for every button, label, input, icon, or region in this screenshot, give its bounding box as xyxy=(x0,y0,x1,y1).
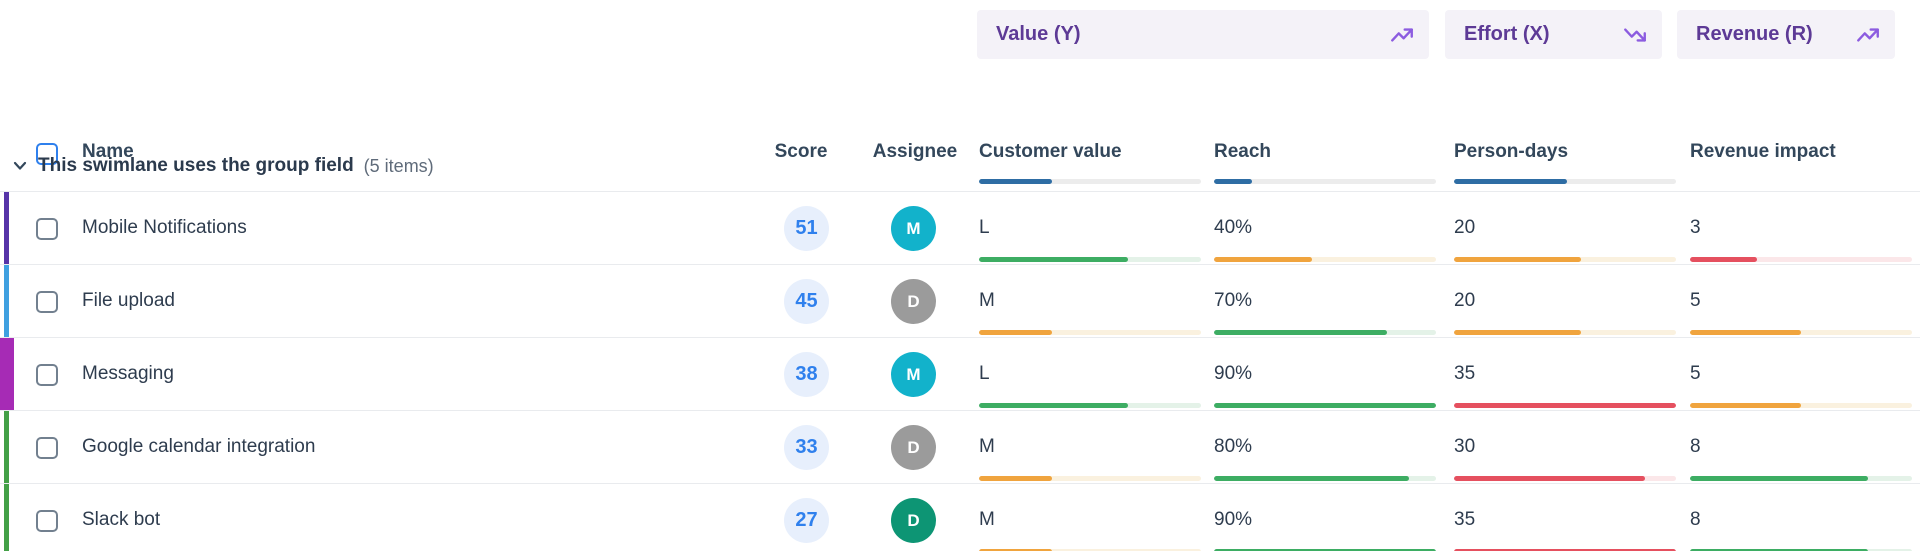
avatar[interactable]: D xyxy=(891,498,936,543)
value-bar xyxy=(1214,257,1436,262)
swimlane-header[interactable]: This swimlane uses the group field (5 it… xyxy=(0,141,1920,192)
column-header-customer-value[interactable]: Customer value xyxy=(979,141,1122,162)
avatar[interactable]: M xyxy=(891,206,936,251)
group-header-value-label: Value (Y) xyxy=(996,23,1081,45)
column-header-person-days[interactable]: Person-days xyxy=(1454,141,1569,162)
value-bar xyxy=(1690,257,1912,262)
row-checkbox[interactable] xyxy=(36,510,58,532)
value-bar xyxy=(979,549,1201,551)
value-bar xyxy=(979,476,1201,481)
table-row[interactable]: File upload 45 D M 70% 20 5 xyxy=(0,265,1920,338)
column-header-assignee[interactable]: Assignee xyxy=(872,141,958,162)
table-row[interactable]: Google calendar integration 33 D M 80% 3… xyxy=(0,411,1920,484)
header-weight-bar xyxy=(1214,179,1436,184)
table-row[interactable]: Slack bot 27 D M 90% 35 8 xyxy=(0,484,1920,551)
value-bar xyxy=(979,257,1201,262)
group-header-revenue[interactable]: Revenue (R) xyxy=(1677,10,1895,59)
avatar[interactable]: D xyxy=(891,279,936,324)
column-header-name[interactable]: Name xyxy=(82,141,134,162)
item-name[interactable]: Google calendar integration xyxy=(82,436,316,457)
value-bar xyxy=(1454,330,1676,335)
header-weight-bar xyxy=(1454,179,1676,184)
row-checkbox[interactable] xyxy=(36,291,58,313)
value-bar xyxy=(1454,257,1676,262)
select-all-checkbox[interactable] xyxy=(36,143,58,165)
person-days-cell[interactable]: 20 xyxy=(1454,290,1476,311)
value-bar xyxy=(1214,476,1436,481)
column-header-revenue-impact[interactable]: Revenue impact xyxy=(1690,141,1836,162)
customer-value-cell[interactable]: M xyxy=(979,436,995,457)
person-days-cell[interactable]: 20 xyxy=(1454,217,1476,238)
table-row[interactable]: Mobile Notifications 51 M L 40% 20 3 xyxy=(0,192,1920,265)
reach-cell[interactable]: 90% xyxy=(1214,509,1253,530)
reach-cell[interactable]: 40% xyxy=(1214,217,1253,238)
row-accent-bar xyxy=(4,411,9,483)
item-name[interactable]: File upload xyxy=(82,290,175,311)
person-days-cell[interactable]: 35 xyxy=(1454,363,1476,384)
trending-up-icon xyxy=(1857,27,1879,42)
header-weight-bar xyxy=(979,179,1201,184)
person-days-cell[interactable]: 35 xyxy=(1454,509,1476,530)
group-header-effort-label: Effort (X) xyxy=(1464,23,1550,45)
value-bar xyxy=(1690,403,1912,408)
trending-down-icon xyxy=(1624,27,1646,42)
swimlane-item-count: (5 items) xyxy=(363,155,434,176)
chevron-down-icon[interactable] xyxy=(10,156,30,176)
revenue-impact-cell[interactable]: 5 xyxy=(1690,290,1701,311)
customer-value-cell[interactable]: M xyxy=(979,509,995,530)
trending-up-icon xyxy=(1391,27,1413,42)
item-name[interactable]: Messaging xyxy=(82,363,174,384)
value-bar xyxy=(1214,403,1436,408)
reach-cell[interactable]: 80% xyxy=(1214,436,1253,457)
revenue-impact-cell[interactable]: 8 xyxy=(1690,509,1701,530)
score-badge[interactable]: 38 xyxy=(784,352,829,397)
table-row[interactable]: Messaging 38 M L 90% 35 5 xyxy=(0,338,1920,411)
score-badge[interactable]: 51 xyxy=(784,206,829,251)
row-accent-bar xyxy=(4,484,9,551)
swimlane-title: This swimlane uses the group field xyxy=(38,155,354,176)
group-header-effort[interactable]: Effort (X) xyxy=(1445,10,1662,59)
avatar[interactable]: M xyxy=(891,352,936,397)
value-bar xyxy=(1690,549,1912,551)
row-checkbox[interactable] xyxy=(36,437,58,459)
column-header-score[interactable]: Score xyxy=(774,141,828,162)
value-bar xyxy=(979,330,1201,335)
value-bar xyxy=(1690,330,1912,335)
score-badge[interactable]: 45 xyxy=(784,279,829,324)
item-name[interactable]: Slack bot xyxy=(82,509,161,530)
reach-cell[interactable]: 70% xyxy=(1214,290,1253,311)
avatar[interactable]: D xyxy=(891,425,936,470)
column-header-reach[interactable]: Reach xyxy=(1214,141,1272,162)
row-accent-bar xyxy=(0,338,14,410)
reach-cell[interactable]: 90% xyxy=(1214,363,1253,384)
group-header-revenue-label: Revenue (R) xyxy=(1696,23,1813,45)
value-bar xyxy=(1214,549,1436,551)
row-accent-bar xyxy=(4,192,9,264)
customer-value-cell[interactable]: M xyxy=(979,290,995,311)
customer-value-cell[interactable]: L xyxy=(979,363,990,384)
score-badge[interactable]: 33 xyxy=(784,425,829,470)
value-bar xyxy=(1454,476,1676,481)
row-checkbox[interactable] xyxy=(36,364,58,386)
value-bar xyxy=(1690,476,1912,481)
person-days-cell[interactable]: 30 xyxy=(1454,436,1476,457)
column-header-row: Name Score Assignee Customer value Reach… xyxy=(0,59,1920,184)
value-bar xyxy=(1454,549,1676,551)
group-header-value[interactable]: Value (Y) xyxy=(977,10,1429,59)
row-checkbox[interactable] xyxy=(36,218,58,240)
value-bar xyxy=(979,403,1201,408)
value-bar xyxy=(1214,330,1436,335)
value-bar xyxy=(1454,403,1676,408)
revenue-impact-cell[interactable]: 5 xyxy=(1690,363,1701,384)
score-badge[interactable]: 27 xyxy=(784,498,829,543)
item-name[interactable]: Mobile Notifications xyxy=(82,217,247,238)
revenue-impact-cell[interactable]: 8 xyxy=(1690,436,1701,457)
revenue-impact-cell[interactable]: 3 xyxy=(1690,217,1701,238)
row-accent-bar xyxy=(4,265,9,337)
table-body: Mobile Notifications 51 M L 40% 20 3 Fil… xyxy=(0,192,1920,551)
customer-value-cell[interactable]: L xyxy=(979,217,990,238)
